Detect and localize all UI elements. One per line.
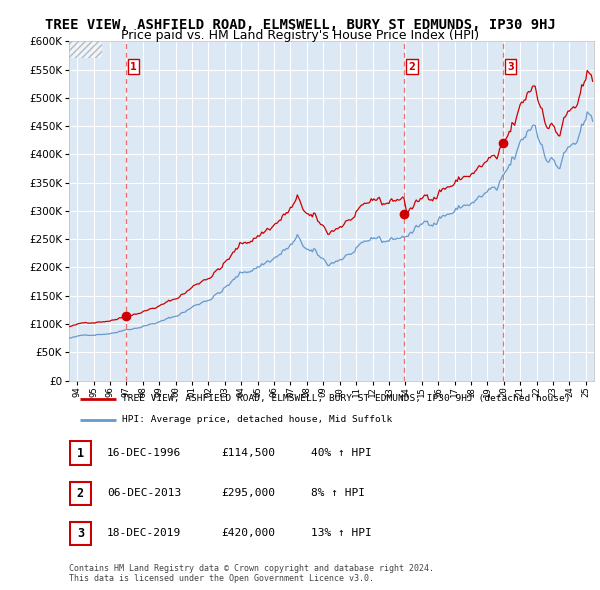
Text: TREE VIEW, ASHFIELD ROAD, ELMSWELL, BURY ST EDMUNDS, IP30 9HJ (detached house): TREE VIEW, ASHFIELD ROAD, ELMSWELL, BURY… bbox=[121, 394, 570, 404]
Text: 1: 1 bbox=[130, 62, 137, 72]
Text: HPI: Average price, detached house, Mid Suffolk: HPI: Average price, detached house, Mid … bbox=[121, 415, 392, 424]
Text: TREE VIEW, ASHFIELD ROAD, ELMSWELL, BURY ST EDMUNDS, IP30 9HJ: TREE VIEW, ASHFIELD ROAD, ELMSWELL, BURY… bbox=[44, 18, 556, 32]
Text: 18-DEC-2019: 18-DEC-2019 bbox=[107, 529, 181, 538]
Text: 3: 3 bbox=[507, 62, 514, 72]
Text: 06-DEC-2013: 06-DEC-2013 bbox=[107, 489, 181, 498]
Text: £420,000: £420,000 bbox=[221, 529, 275, 538]
Text: 2: 2 bbox=[409, 62, 415, 72]
Text: 2: 2 bbox=[77, 487, 84, 500]
Text: £295,000: £295,000 bbox=[221, 489, 275, 498]
Text: Price paid vs. HM Land Registry's House Price Index (HPI): Price paid vs. HM Land Registry's House … bbox=[121, 30, 479, 42]
Text: Contains HM Land Registry data © Crown copyright and database right 2024.
This d: Contains HM Land Registry data © Crown c… bbox=[69, 563, 434, 583]
Text: 13% ↑ HPI: 13% ↑ HPI bbox=[311, 529, 371, 538]
Polygon shape bbox=[69, 41, 102, 58]
Text: 8% ↑ HPI: 8% ↑ HPI bbox=[311, 489, 365, 498]
Text: 3: 3 bbox=[77, 527, 84, 540]
Text: 40% ↑ HPI: 40% ↑ HPI bbox=[311, 448, 371, 458]
Text: 1: 1 bbox=[77, 447, 84, 460]
Text: 16-DEC-1996: 16-DEC-1996 bbox=[107, 448, 181, 458]
Text: £114,500: £114,500 bbox=[221, 448, 275, 458]
